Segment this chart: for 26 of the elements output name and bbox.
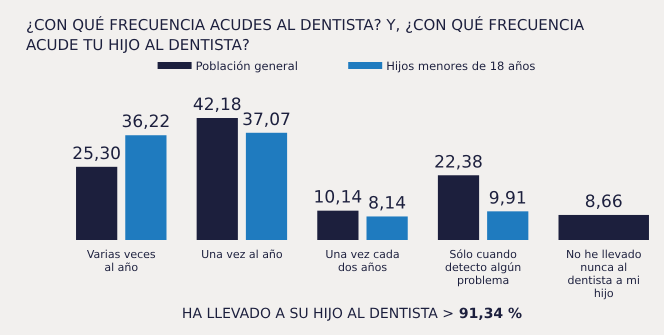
chart-title: ¿CON QUÉ FRECUENCIA ACUDES AL DENTISTA? Y, ¿CON QUÉ FRECUENCIA ACUDE TU HIJO AL DENTISTA? bbox=[26, 16, 585, 54]
legend-label: Población general bbox=[196, 59, 298, 73]
bar bbox=[438, 175, 480, 240]
bar bbox=[366, 216, 408, 240]
data-label: 10,14 bbox=[314, 188, 362, 208]
data-label: 22,38 bbox=[434, 152, 483, 172]
bar bbox=[246, 132, 288, 240]
data-label: 8,14 bbox=[368, 193, 406, 214]
x-tick-label: Una vez al año bbox=[201, 248, 283, 261]
data-label: 25,30 bbox=[72, 144, 121, 164]
bar bbox=[125, 135, 166, 240]
x-tick-label: Sólo cuando detecto algún problema bbox=[445, 248, 522, 287]
bar bbox=[487, 211, 528, 240]
data-label: 8,66 bbox=[584, 192, 623, 212]
data-label: 9,91 bbox=[488, 188, 527, 208]
data-label: 36,22 bbox=[122, 112, 170, 132]
legend-label: Hijos menores de 18 años bbox=[386, 59, 536, 73]
bar bbox=[317, 210, 358, 240]
x-tick-label: Varias veces al año bbox=[86, 248, 156, 274]
data-label: 42,18 bbox=[192, 95, 242, 115]
text: HA LLEVADO A SU HIJO AL DENTISTA > 91,34 % bbox=[182, 306, 522, 322]
bar bbox=[196, 118, 238, 240]
bar bbox=[76, 166, 118, 240]
x-tick-label: No he llevado nunca al dentista a mi hijo bbox=[566, 248, 642, 300]
x-tick-label: Una vez cada dos años bbox=[325, 248, 400, 274]
data-label: 37,07 bbox=[242, 110, 291, 130]
